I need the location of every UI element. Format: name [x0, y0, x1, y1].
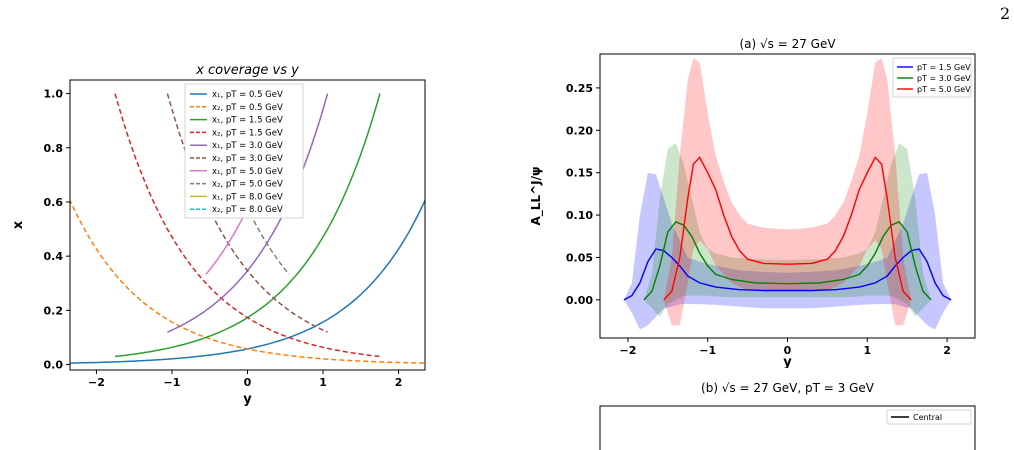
series-line-3	[114, 93, 380, 358]
y-tick-label: 0.05	[566, 251, 593, 264]
y-axis-label: A_LL^J/ψ	[529, 166, 544, 225]
uncertainty-band-0	[623, 172, 952, 330]
all-asymmetry-chart: −2 −1 0 1 2 0.00 0.05 0.10 0.15 0.20 0.25 (a) √s = …	[529, 37, 976, 368]
x-axis-label: y	[243, 392, 252, 407]
plot-frame	[599, 405, 976, 450]
x-coverage-chart: −2 −1 0 1 2 0.0 0.2 0.4 0.6 0.8 1.0 x coverage vs y…	[11, 63, 426, 407]
x-tick-label: 0	[784, 344, 792, 357]
asymmetry-chart-b: (b) √s = 27 GeV, pT = 3 GeV Central	[599, 381, 976, 450]
y-tick-label: 0.15	[566, 167, 593, 180]
legend-label: pT = 1.5 GeV	[917, 63, 971, 72]
chart-title: (a) √s = 27 GeV	[739, 37, 836, 51]
x-tick-label: 1	[863, 344, 871, 357]
legend-label: x₂, pT = 0.5 GeV	[212, 103, 283, 113]
legend-label: x₂, pT = 3.0 GeV	[212, 154, 283, 164]
legend-label: x₁, pT = 1.5 GeV	[212, 116, 283, 126]
central-line-2	[663, 156, 912, 301]
y-tick-label: 0.2	[44, 304, 64, 317]
x-axis-label: y	[783, 355, 792, 368]
y-tick-label: 0.20	[566, 124, 593, 137]
central-line-1	[643, 221, 932, 301]
legend-label: x₂, pT = 8.0 GeV	[212, 205, 283, 215]
uncertainty-band-2	[663, 58, 912, 326]
chart-title: x coverage vs y	[195, 63, 299, 78]
x-tick-label: 2	[395, 376, 403, 389]
legend-label: x₁, pT = 8.0 GeV	[212, 192, 283, 202]
legend-label: x₁, pT = 5.0 GeV	[212, 167, 283, 177]
y-tick-label: 0.10	[566, 209, 593, 222]
legend-label: x₂, pT = 1.5 GeV	[212, 128, 283, 138]
chart-title: (b) √s = 27 GeV, pT = 3 GeV	[701, 381, 875, 395]
y-tick-label: 0.25	[566, 82, 593, 95]
y-tick-label: 0.00	[566, 294, 593, 307]
legend-label: x₁, pT = 0.5 GeV	[212, 90, 283, 100]
x-tick-label: −1	[164, 376, 181, 389]
y-tick-label: 0.0	[44, 359, 64, 372]
y-axis-label: x	[11, 220, 26, 229]
legend-label: x₁, pT = 3.0 GeV	[212, 141, 283, 151]
page-number: 2	[1000, 4, 1011, 23]
x-tick-label: 2	[943, 344, 951, 357]
x-tick-label: 0	[244, 376, 252, 389]
x-tick-label: −2	[88, 376, 105, 389]
y-tick-label: 0.4	[44, 250, 64, 263]
central-line-0	[623, 248, 952, 301]
legend-label: x₂, pT = 5.0 GeV	[212, 180, 283, 190]
legend-box	[886, 409, 972, 425]
legend-label: Central	[913, 413, 942, 422]
x-tick-label: −2	[619, 344, 636, 357]
x-tick-label: 1	[319, 376, 327, 389]
legend-label: pT = 3.0 GeV	[917, 74, 971, 83]
uncertainty-band-1	[643, 143, 932, 317]
legend-label: pT = 5.0 GeV	[917, 85, 971, 94]
x-tick-label: −1	[699, 344, 716, 357]
y-tick-label: 1.0	[44, 88, 64, 101]
y-tick-label: 0.6	[44, 196, 64, 209]
series-line-1	[70, 198, 425, 364]
y-tick-label: 0.8	[44, 142, 64, 155]
